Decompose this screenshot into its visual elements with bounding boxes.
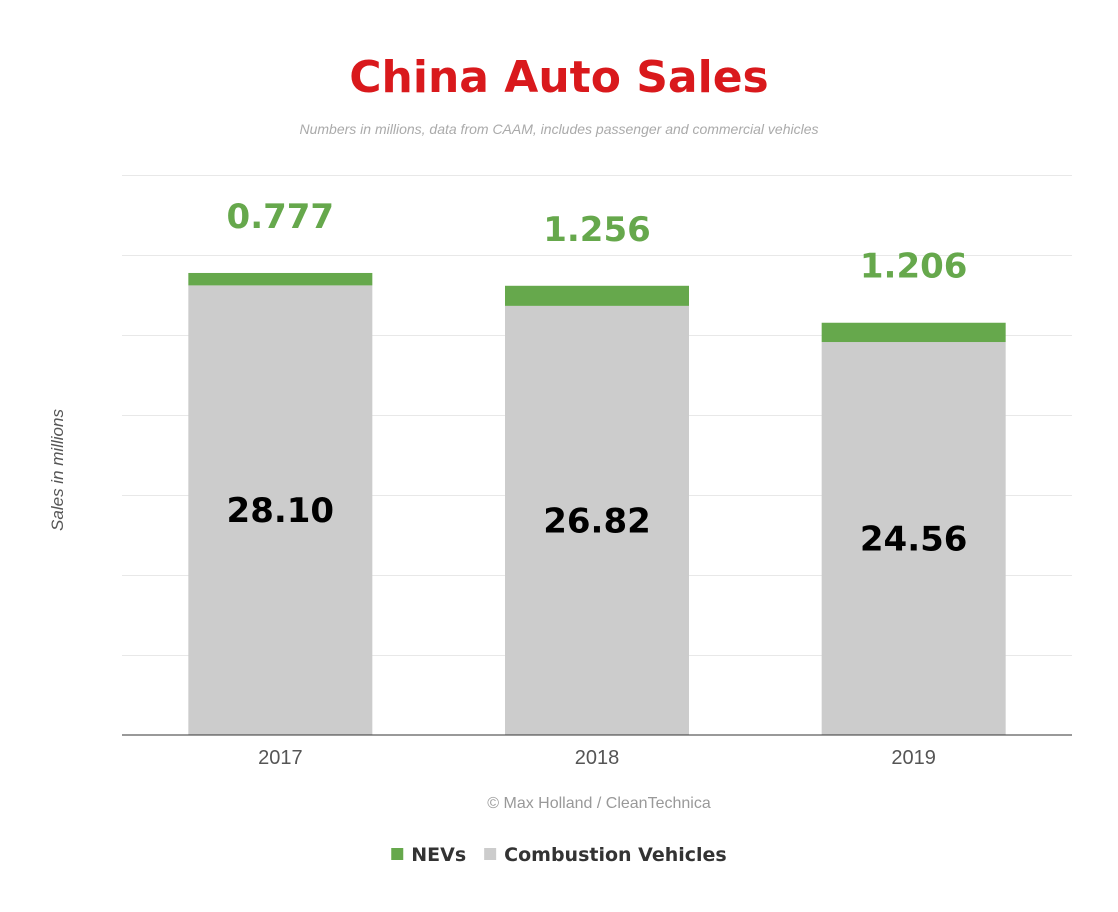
chart-credit: © Max Holland / CleanTechnica bbox=[487, 795, 711, 812]
x-tick-label-2019: 2019 bbox=[891, 747, 936, 769]
data-label-combustion-vehicles-2019: 24.56 bbox=[860, 520, 968, 560]
legend-label-nevs: NEVs bbox=[411, 844, 466, 866]
bar-combustion-vehicles-2019 bbox=[821, 342, 1006, 735]
bar-nevs-2017 bbox=[188, 272, 373, 286]
data-label-nevs-2019: 1.206 bbox=[860, 247, 968, 287]
x-tick-label-2018: 2018 bbox=[575, 747, 620, 769]
legend-label-combustion-vehicles: Combustion Vehicles bbox=[504, 844, 727, 866]
chart-subtitle: Numbers in millions, data from CAAM, inc… bbox=[300, 121, 819, 137]
legend-swatch-combustion-vehicles bbox=[484, 848, 497, 860]
legend-item-nevs: NEVs bbox=[391, 844, 466, 866]
y-axis-label: Sales in millions bbox=[48, 409, 67, 531]
data-label-nevs-2018: 1.256 bbox=[543, 210, 651, 250]
legend-item-combustion-vehicles: Combustion Vehicles bbox=[484, 844, 727, 866]
data-label-nevs-2017: 0.777 bbox=[227, 197, 335, 237]
legend-swatch-nevs bbox=[391, 848, 404, 860]
bar-combustion-vehicles-2017 bbox=[188, 285, 373, 735]
value-labels: 28.10 0.777 26.82 1.256 24.56 1.206 bbox=[227, 197, 968, 560]
bar-combustion-vehicles-2018 bbox=[505, 305, 689, 735]
x-tick-label-2017: 2017 bbox=[258, 747, 303, 769]
data-label-combustion-vehicles-2017: 28.10 bbox=[227, 491, 335, 531]
bars bbox=[188, 272, 1006, 735]
legend: NEVs Combustion Vehicles bbox=[391, 844, 727, 866]
data-label-combustion-vehicles-2018: 26.82 bbox=[543, 501, 651, 541]
chart-title: China Auto Sales bbox=[349, 52, 768, 103]
x-tick-labels: 2017 2018 2019 bbox=[258, 747, 936, 769]
bar-nevs-2019 bbox=[821, 322, 1006, 343]
bar-nevs-2018 bbox=[505, 285, 689, 306]
